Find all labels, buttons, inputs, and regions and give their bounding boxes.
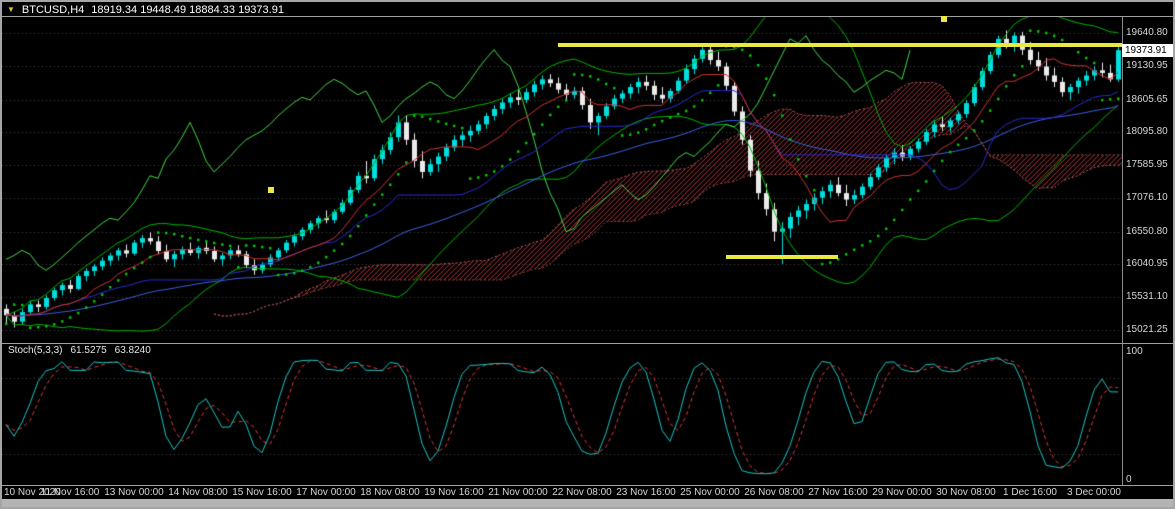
time-axis-label: 3 Dec 00:00 (1067, 487, 1121, 498)
stoch-signal-value: 63.8240 (114, 345, 151, 356)
price-axis-label: 17585.95 (1126, 159, 1168, 171)
price-axis-label: 16040.95 (1126, 258, 1168, 270)
time-axis-label: 13 Nov 00:00 (104, 487, 164, 498)
stoch-axis-label: 100 (1126, 346, 1143, 357)
time-axis-label: 22 Nov 08:00 (552, 487, 612, 498)
stoch-indicator-name: Stoch(5,3,3) (8, 345, 63, 356)
time-axis-label: 25 Nov 00:00 (680, 487, 740, 498)
current-price-tag: 19373.91 (1122, 43, 1173, 57)
chart-top-border (2, 16, 1173, 17)
time-axis-label: 29 Nov 00:00 (872, 487, 932, 498)
price-axis-label: 18605.65 (1126, 93, 1168, 105)
price-axis-label: 19130.95 (1126, 59, 1168, 71)
time-axis-label: 26 Nov 08:00 (744, 487, 804, 498)
time-axis-label: 11 Nov 16:00 (40, 487, 100, 498)
time-axis-label: 1 Dec 16:00 (1003, 487, 1057, 498)
price-axis-label: 16550.80 (1126, 225, 1168, 237)
ohlc-readout: 18919.34 19448.49 18884.33 19373.91 (91, 3, 284, 16)
time-axis-label: 30 Nov 08:00 (936, 487, 996, 498)
time-axis-label: 23 Nov 16:00 (616, 487, 676, 498)
support-line-object[interactable] (726, 254, 838, 259)
stoch-indicator-label: Stoch(5,3,3) 61.5275 63.8240 (8, 345, 151, 356)
time-axis-label: 21 Nov 00:00 (488, 487, 548, 498)
time-axis-label: 27 Nov 16:00 (808, 487, 868, 498)
stoch-axis-label: 0 (1126, 474, 1132, 485)
time-axis-label: 14 Nov 08:00 (168, 487, 228, 498)
price-axis-label: 19640.80 (1126, 27, 1168, 38)
price-axis-label: 15021.25 (1126, 324, 1168, 335)
stoch-main-value: 61.5275 (70, 345, 107, 356)
one-click-trading-arrow-icon[interactable]: ▼ (7, 4, 15, 14)
price-axis-label: 15531.10 (1126, 291, 1168, 303)
window-resize-strip[interactable] (2, 499, 1173, 507)
time-axis-label: 19 Nov 16:00 (424, 487, 484, 498)
chart-header: ▼ BTCUSD,H4 18919.34 19448.49 18884.33 1… (7, 3, 284, 16)
time-axis-label: 15 Nov 16:00 (232, 487, 292, 498)
price-axis-border (1122, 17, 1123, 485)
time-axis-label: 17 Nov 00:00 (296, 487, 356, 498)
time-axis-label: 18 Nov 08:00 (360, 487, 420, 498)
price-axis[interactable]: 19640.80 19130.95 18605.65 18095.80 17585.95… (1123, 2, 1173, 507)
object-anchor-marker[interactable] (268, 187, 274, 193)
object-anchor-marker[interactable] (941, 16, 947, 22)
time-axis[interactable]: 10 Nov 2020 11 Nov 16:00 13 Nov 00:00 14 No… (2, 486, 1122, 499)
time-axis-label: 10 Nov 2020 (4, 487, 61, 498)
price-axis-label: 17076.10 (1126, 191, 1168, 203)
time-axis-border (2, 485, 1173, 486)
panel-separator[interactable] (2, 343, 1173, 344)
price-axis-label: 18095.80 (1126, 126, 1168, 138)
symbol-timeframe-label: BTCUSD,H4 (21, 3, 85, 16)
resistance-line-object[interactable] (558, 43, 1122, 48)
